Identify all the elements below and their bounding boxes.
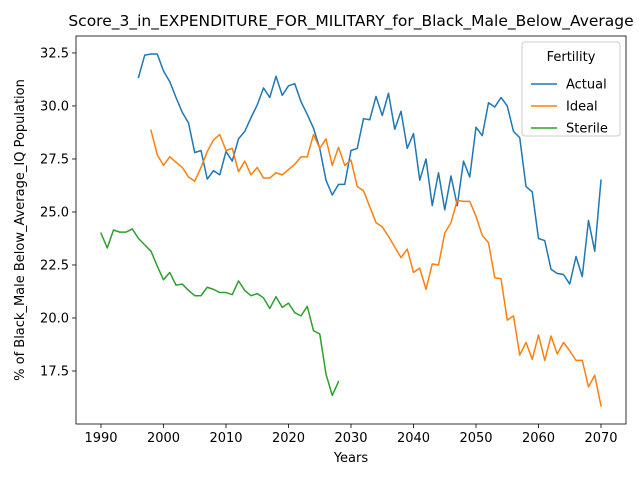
x-tick-label: 2040 xyxy=(397,431,430,446)
x-tick-label: 2010 xyxy=(209,431,242,446)
x-tick-label: 2070 xyxy=(584,431,617,446)
y-axis-ticks: 17.5 20.0 22.5 25.0 27.5 30.0 32.5 xyxy=(40,46,76,379)
x-axis-ticks: 1990 2000 2010 2020 2030 2040 2050 2060 2070 xyxy=(84,424,618,446)
y-axis-label: % of Black_Male Below_Average_IQ Populat… xyxy=(13,79,28,381)
x-axis-label: Years xyxy=(333,451,369,466)
x-tick-label: 2020 xyxy=(272,431,305,446)
legend-label-ideal: Ideal xyxy=(566,100,598,115)
legend-label-sterile: Sterile xyxy=(566,122,608,137)
x-tick-label: 2060 xyxy=(522,431,555,446)
legend-box xyxy=(521,41,621,137)
legend-label-actual: Actual xyxy=(566,78,607,93)
x-tick-label: 2050 xyxy=(459,431,492,446)
series-line-ideal xyxy=(150,129,602,407)
y-tick-label: 17.5 xyxy=(40,364,69,379)
y-tick-label: 27.5 xyxy=(40,152,69,167)
x-tick-label: 2000 xyxy=(147,431,180,446)
y-tick-label: 20.0 xyxy=(40,311,69,326)
y-tick-label: 32.5 xyxy=(40,46,69,61)
chart-title: Score_3_in_EXPENDITURE_FOR_MILITARY_for_… xyxy=(68,12,633,31)
y-tick-label: 22.5 xyxy=(40,258,69,273)
y-tick-label: 25.0 xyxy=(40,205,69,220)
x-tick-label: 2030 xyxy=(334,431,367,446)
legend: Fertility Actual Ideal Sterile xyxy=(521,41,621,137)
y-tick-label: 30.0 xyxy=(40,99,69,114)
legend-title: Fertility xyxy=(547,50,596,65)
series-line-sterile xyxy=(100,228,340,397)
x-tick-label: 1990 xyxy=(84,431,117,446)
series-line-actual xyxy=(137,53,602,285)
